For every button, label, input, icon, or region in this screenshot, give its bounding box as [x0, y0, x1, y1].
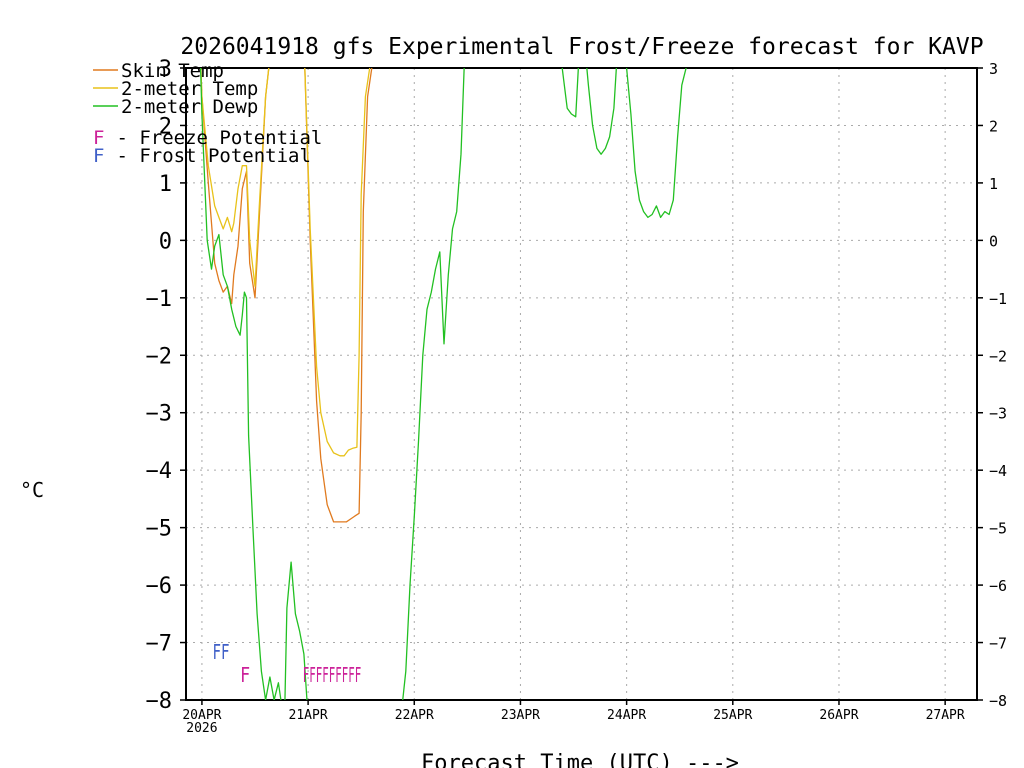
y-tick-label-right: 2 — [989, 117, 998, 135]
y-tick-label: −2 — [146, 344, 173, 369]
potential-markers: FFF FFFFFFFFF — [213, 640, 362, 687]
x-tick-label: 27APR — [926, 708, 965, 723]
series-layer — [199, 68, 687, 700]
legend-symbol: F — [93, 127, 104, 149]
y-tick-label-right: 1 — [989, 175, 998, 193]
plot-frame — [185, 67, 978, 701]
x-tick-label: 22APR — [395, 708, 434, 723]
x-tick-label: 23APR — [501, 708, 540, 723]
freeze-potential-marker: FFFFFFFFF — [303, 663, 361, 687]
y-tick-label-right: 3 — [989, 60, 998, 78]
legend-label: 2-meter Dewp — [121, 96, 258, 118]
y-tick-label-right: 0 — [989, 232, 998, 250]
x-tick-label: 21APR — [289, 708, 328, 723]
x-axis-label: Forecast Time (UTC) ---> — [421, 751, 739, 768]
y-tick-label-right: −7 — [989, 635, 1007, 653]
y-tick-label: 3 — [159, 57, 172, 82]
y-tick-label: −1 — [146, 287, 173, 312]
legend-symbol: F — [93, 145, 104, 167]
freeze-potential-marker: F — [240, 663, 250, 687]
chart-title: 2026041918 gfs Experimental Frost/Freeze… — [180, 34, 983, 60]
y-tick-label: −7 — [146, 632, 173, 657]
y-tick-label-right: −3 — [989, 405, 1007, 423]
legend-symbol-label: - Frost Potential — [105, 145, 311, 167]
y-tick-label: 1 — [159, 172, 172, 197]
x-tick-label: 20APR — [182, 708, 221, 723]
y-tick-label: 2 — [159, 114, 172, 139]
legend-label: 2-meter Temp — [121, 78, 258, 100]
y-tick-label-right: −5 — [989, 520, 1007, 538]
x-tick-label: 26APR — [819, 708, 858, 723]
series-line-2-meter-temp — [200, 68, 371, 457]
y-tick-label-right: −2 — [989, 347, 1007, 365]
legend-symbol-label: - Freeze Potential — [105, 127, 322, 149]
legend-label: Skin Temp — [121, 60, 224, 82]
x-tick-label: 24APR — [607, 708, 646, 723]
x-tick-label: 25APR — [713, 708, 752, 723]
y-tick-label-right: −8 — [989, 692, 1007, 710]
y-tick-label: −4 — [146, 459, 173, 484]
y-axis-label: °C — [20, 478, 44, 502]
y-tick-label: −8 — [146, 689, 173, 714]
y-tick-label-right: −1 — [989, 290, 1007, 308]
y-tick-label-right: −6 — [989, 577, 1007, 595]
frost-potential-marker: FF — [213, 640, 230, 664]
y-tick-label: −3 — [146, 402, 173, 427]
series-line-2-meter-dewp — [199, 68, 687, 700]
y-tick-label: 0 — [159, 229, 172, 254]
y-tick-label: −6 — [146, 574, 173, 599]
x-tick-sublabel: 2026 — [186, 721, 217, 736]
y-tick-label-right: −4 — [989, 462, 1007, 480]
axes: 3 3 2 2 1 1 0 0 −1 −1 −2 −2 −3 −3 −4 −4 −5 −5 −6 −6 −7 −7 −8 −8… — [146, 57, 1008, 736]
y-tick-label: −5 — [146, 517, 173, 542]
